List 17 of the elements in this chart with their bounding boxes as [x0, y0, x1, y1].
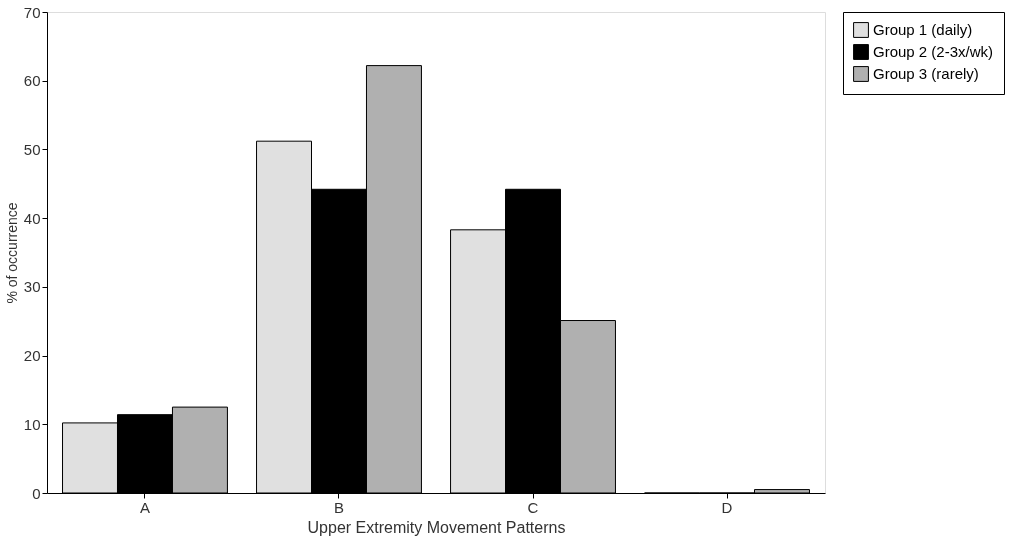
- y-tick-label: 60: [23, 72, 41, 90]
- y-tick-label: 10: [23, 415, 41, 433]
- y-tick-label: 50: [23, 140, 41, 158]
- y-axis-title: % of occurrence: [3, 202, 20, 304]
- x-tick-label: D: [721, 498, 733, 516]
- x-axis-title: Upper Extremity Movement Patterns: [307, 518, 566, 536]
- legend-label: Group 1 (daily): [873, 21, 973, 38]
- y-tick-label: 40: [23, 209, 41, 227]
- y-tick-label: 30: [23, 278, 41, 296]
- y-tick-label: 0: [32, 484, 41, 502]
- y-tick-label: 70: [23, 3, 41, 21]
- y-tick-label: 20: [23, 347, 41, 365]
- legend-label: Group 3 (rarely): [873, 65, 979, 82]
- x-tick-label: B: [333, 498, 344, 516]
- x-tick-label: A: [139, 498, 150, 516]
- x-tick-label: C: [527, 498, 539, 516]
- legend-label: Group 2 (2-3x/wk): [873, 43, 994, 60]
